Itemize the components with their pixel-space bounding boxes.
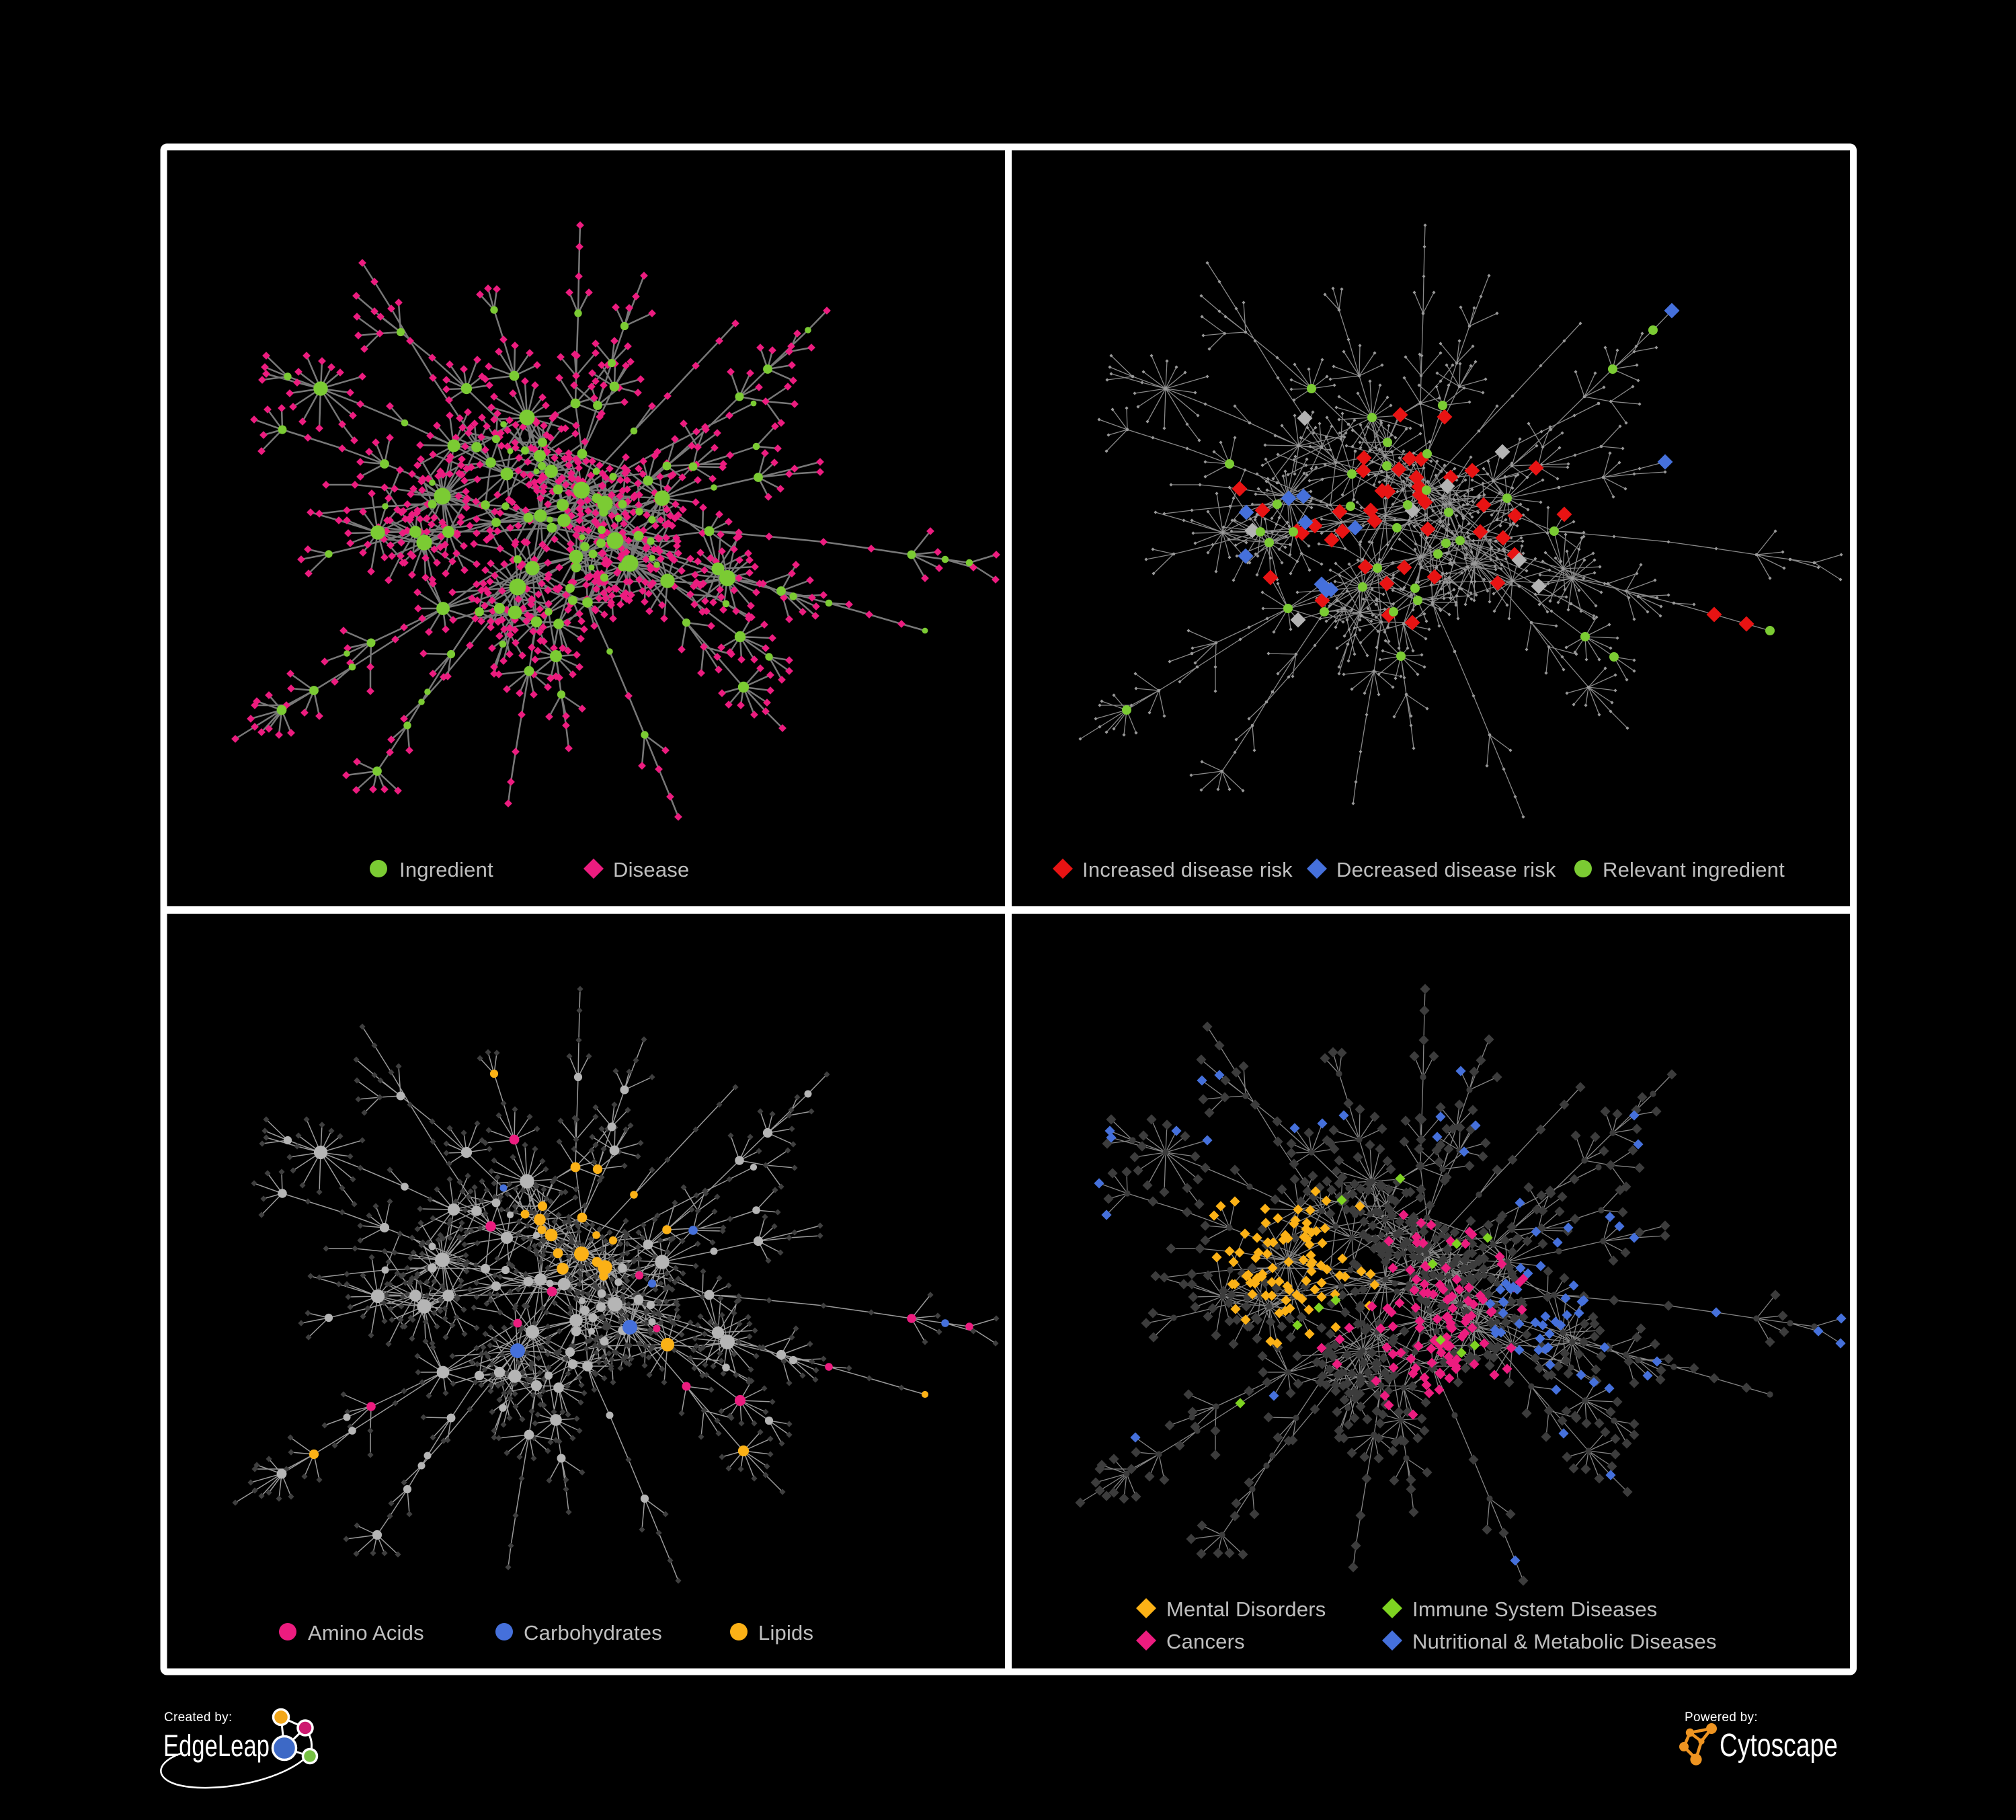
svg-text:Immune System Diseases: Immune System Diseases <box>1412 1597 1657 1621</box>
svg-text:Powered by:: Powered by: <box>1685 1710 1758 1725</box>
svg-text:Carbohydrates: Carbohydrates <box>524 1621 662 1645</box>
svg-text:Relevant ingredient: Relevant ingredient <box>1603 858 1785 881</box>
svg-text:Lipids: Lipids <box>758 1621 813 1645</box>
svg-text:Decreased disease risk: Decreased disease risk <box>1336 858 1556 881</box>
svg-text:Cancers: Cancers <box>1166 1630 1245 1653</box>
svg-text:Disease: Disease <box>613 858 689 881</box>
svg-text:EdgeLeap: EdgeLeap <box>163 1729 270 1763</box>
svg-text:Amino Acids: Amino Acids <box>308 1621 424 1645</box>
svg-text:Increased disease risk: Increased disease risk <box>1082 858 1293 881</box>
svg-text:Nutritional & Metabolic Diseas: Nutritional & Metabolic Diseases <box>1412 1630 1717 1653</box>
svg-text:Ingredient: Ingredient <box>399 858 493 881</box>
svg-text:Created by:: Created by: <box>164 1710 233 1725</box>
svg-text:Cytoscape: Cytoscape <box>1720 1728 1838 1764</box>
svg-text:Mental Disorders: Mental Disorders <box>1166 1597 1326 1621</box>
